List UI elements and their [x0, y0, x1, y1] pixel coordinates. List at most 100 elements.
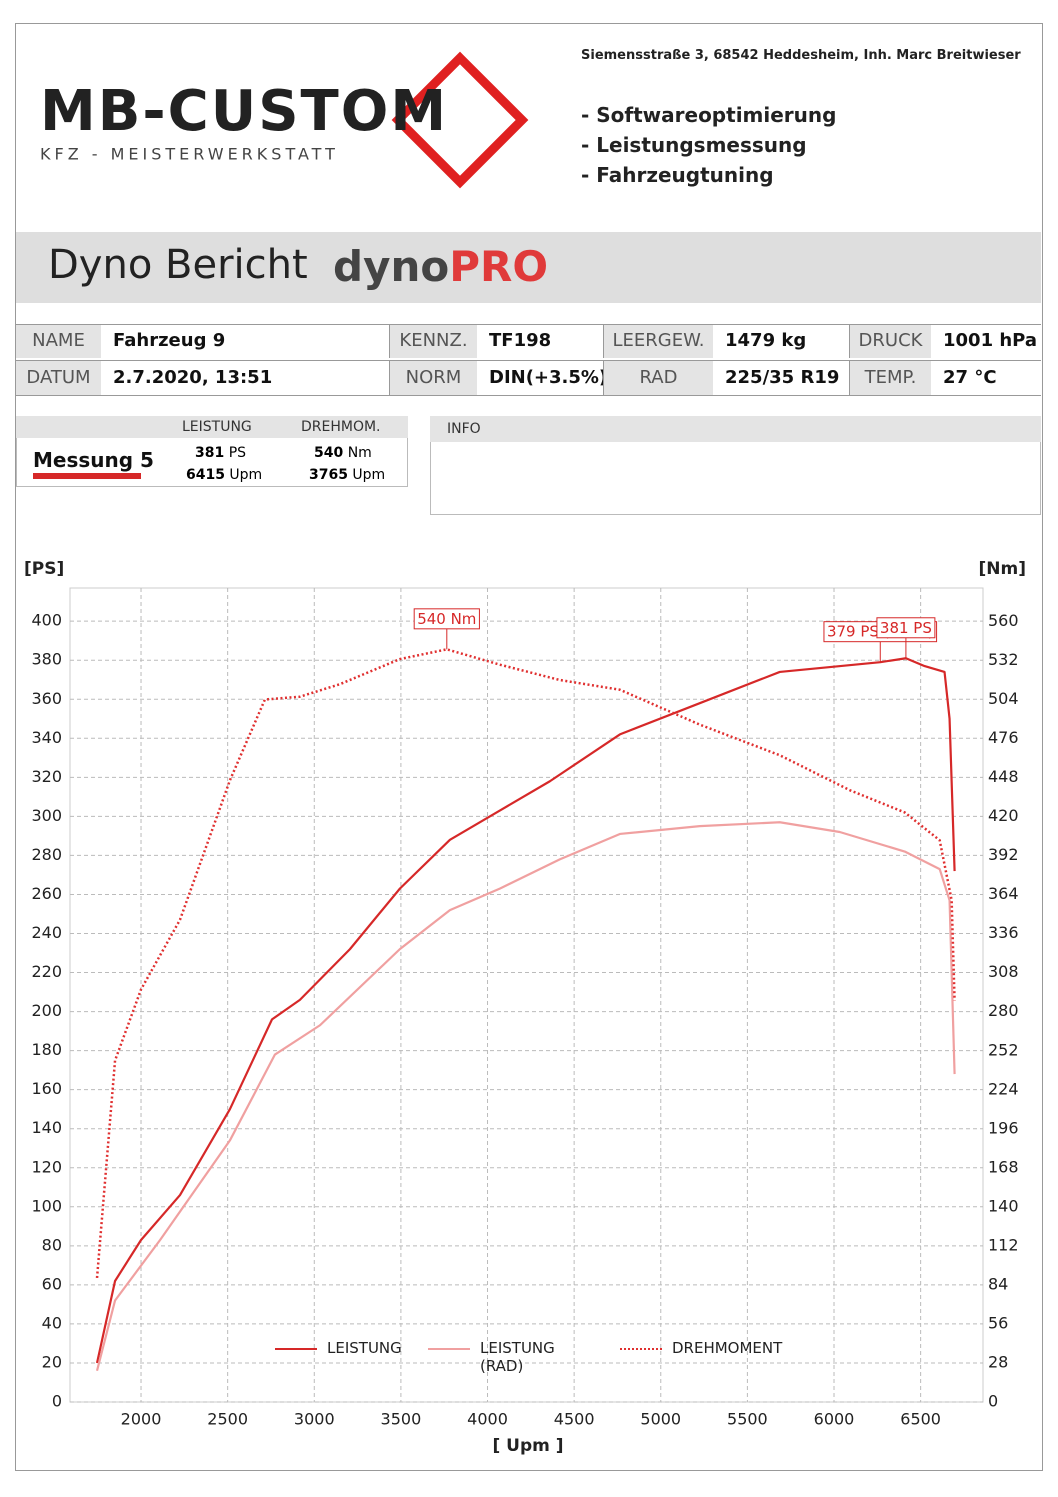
cell-label: DATUM: [16, 361, 101, 395]
info-title: INFO: [447, 421, 481, 437]
legend-swatch: [428, 1348, 470, 1350]
y-tick-label: 340: [31, 728, 62, 747]
u: Upm: [352, 467, 386, 483]
cell-label: DRUCK: [849, 324, 931, 358]
u: Nm: [347, 445, 372, 461]
cell-value: 1479 kg: [725, 330, 807, 351]
y2-tick-label: 252: [988, 1040, 1019, 1059]
y-tick-label: 100: [31, 1196, 62, 1215]
y-axis-label: [PS]: [24, 559, 64, 579]
y2-tick-label: 448: [988, 767, 1019, 786]
y2-tick-label: 336: [988, 923, 1019, 942]
v: 3765: [309, 467, 348, 483]
y2-tick-label: 28: [988, 1352, 1008, 1371]
y2-tick-label: 364: [988, 884, 1019, 903]
y-tick-label: 220: [31, 962, 62, 981]
v: 381: [195, 445, 225, 461]
y2-tick-label: 392: [988, 845, 1019, 864]
y2-tick-label: 532: [988, 650, 1019, 669]
y-tick-label: 160: [31, 1079, 62, 1098]
measurement-header: [16, 416, 408, 438]
measurement-underline: [33, 473, 141, 479]
report-band: [16, 232, 1041, 303]
services: - Softwareoptimierung - Leistungsmessung…: [581, 100, 836, 190]
cell-value: 27 °C: [943, 367, 997, 388]
y2-tick-label: 560: [988, 611, 1019, 630]
measurement-name: Messung 5: [33, 448, 154, 472]
x-tick-label: 2000: [121, 1410, 162, 1429]
cell-value: 225/35 R19: [725, 367, 840, 388]
x-tick-label: 3500: [381, 1410, 422, 1429]
legend-swatch: [620, 1348, 662, 1350]
cell-label: TEMP.: [849, 361, 931, 395]
y2-tick-label: 168: [988, 1157, 1019, 1176]
annotation: 381 PS: [880, 619, 932, 637]
cell-label: LEERGEW.: [603, 324, 713, 358]
logo-text: MB-CUSTOM: [40, 79, 448, 144]
x-tick-label: 5500: [727, 1410, 768, 1429]
x-tick-label: 4500: [554, 1410, 595, 1429]
legend-label: LEISTUNG (RAD): [480, 1339, 555, 1375]
annotation: 540 Nm: [417, 610, 476, 628]
y-tick-label: 300: [31, 806, 62, 825]
y-tick-label: 80: [42, 1235, 62, 1254]
y2-tick-label: 420: [988, 806, 1019, 825]
address: Siemensstraße 3, 68542 Heddesheim, Inh. …: [581, 48, 1021, 63]
u: Upm: [229, 467, 263, 483]
x-tick-label: 4000: [467, 1410, 508, 1429]
cell-label: NORM: [389, 361, 477, 395]
torque-rpm: 3765 Upm: [309, 467, 385, 483]
y-tick-label: 260: [31, 884, 62, 903]
series-line: [95, 648, 956, 1279]
header-power: LEISTUNG: [182, 419, 252, 435]
y-tick-label: 200: [31, 1001, 62, 1020]
y-tick-label: 60: [42, 1274, 62, 1293]
service: - Fahrzeugtuning: [581, 163, 774, 187]
brand-dyno: dyno: [333, 242, 450, 291]
info-header: [430, 416, 1041, 442]
y2-axis-label: [Nm]: [979, 559, 1026, 579]
series-line: [95, 821, 956, 1372]
page-border: [15, 23, 1043, 1471]
y2-tick-label: 0: [988, 1392, 998, 1411]
cell-value: TF198: [489, 330, 552, 351]
v: 540: [314, 445, 344, 461]
logo: MB-CUSTOM KFZ - MEISTERWERKSTATT: [40, 51, 529, 189]
y-tick-label: 120: [31, 1157, 62, 1176]
y-tick-label: 380: [31, 650, 62, 669]
cell-value: Fahrzeug 9: [113, 330, 226, 351]
y2-tick-label: 308: [988, 962, 1019, 981]
cell-label: RAD: [603, 361, 713, 395]
power-value: 381 PS: [195, 445, 246, 461]
y-tick-label: 140: [31, 1118, 62, 1137]
v: 6415: [186, 467, 225, 483]
header-torque: DREHMOM.: [301, 419, 381, 435]
x-tick-label: 6000: [814, 1410, 855, 1429]
y-tick-label: 20: [42, 1352, 62, 1371]
logo-diamond: [391, 51, 529, 189]
x-tick-label: 6500: [900, 1410, 941, 1429]
y-tick-label: 320: [31, 767, 62, 786]
y-tick-label: 40: [42, 1313, 62, 1332]
series-line: [95, 657, 956, 1364]
x-tick-label: 2500: [207, 1410, 248, 1429]
brand-pro: PRO: [449, 242, 549, 291]
cell-value: 2.7.2020, 13:51: [113, 367, 273, 388]
cell-value: 1001 hPa: [943, 330, 1038, 351]
y2-tick-label: 504: [988, 689, 1019, 708]
power-rpm: 6415 Upm: [186, 467, 262, 483]
y-tick-label: 400: [31, 611, 62, 630]
legend-label: LEISTUNG: [327, 1339, 402, 1357]
y-tick-label: 180: [31, 1040, 62, 1059]
y2-tick-label: 196: [988, 1118, 1019, 1137]
table-rule: [16, 360, 1041, 361]
service: - Softwareoptimierung: [581, 103, 837, 127]
legend-swatch: [275, 1348, 317, 1350]
y2-tick-label: 476: [988, 728, 1019, 747]
y2-tick-label: 112: [988, 1235, 1019, 1254]
y2-tick-label: 224: [988, 1079, 1019, 1098]
y2-tick-label: 280: [988, 1001, 1019, 1020]
y2-tick-label: 140: [988, 1196, 1019, 1215]
